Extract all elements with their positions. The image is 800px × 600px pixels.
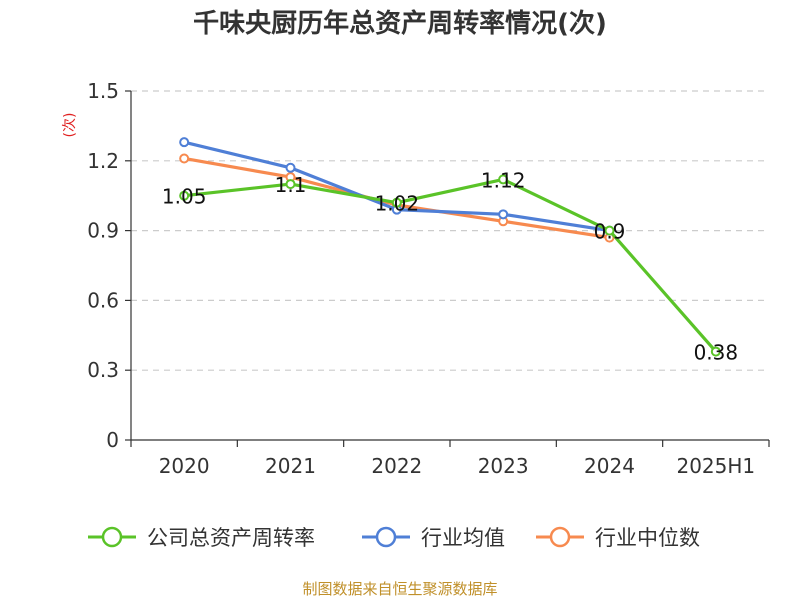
y-axis-label: (次) bbox=[62, 113, 78, 138]
data-point[interactable] bbox=[285, 162, 296, 173]
x-tick-label: 2025H1 bbox=[676, 454, 755, 478]
data-point[interactable] bbox=[179, 190, 190, 201]
data-label: 0.38 bbox=[694, 341, 739, 365]
legend-marker-icon[interactable] bbox=[549, 526, 571, 548]
chart-title: 千味央厨历年总资产周转率情况(次) bbox=[193, 8, 607, 39]
data-point[interactable] bbox=[498, 209, 509, 220]
data-label: 1.12 bbox=[481, 168, 526, 192]
y-tick-label: 0.9 bbox=[87, 219, 119, 243]
y-tick-label: 1.2 bbox=[87, 149, 119, 173]
data-label: 1.02 bbox=[375, 192, 420, 216]
legend-marker-icon[interactable] bbox=[375, 526, 397, 548]
source-note: 制图数据来自恒生聚源数据库 bbox=[302, 580, 497, 598]
data-point[interactable] bbox=[179, 153, 190, 164]
legend[interactable]: 公司总资产周转率 行业均值 行业中位数 bbox=[88, 526, 700, 550]
data-label: 0.9 bbox=[594, 220, 626, 244]
data-point[interactable] bbox=[179, 137, 190, 148]
legend-label[interactable]: 公司总资产周转率 bbox=[147, 526, 315, 550]
x-tick-label: 2024 bbox=[584, 454, 635, 478]
x-tick-label: 2022 bbox=[371, 454, 422, 478]
y-tick-label: 1.5 bbox=[87, 79, 119, 103]
y-tick-label: 0.6 bbox=[87, 288, 119, 312]
data-label: 1.1 bbox=[275, 173, 307, 197]
data-label: 1.05 bbox=[162, 185, 207, 209]
data-point[interactable] bbox=[391, 197, 402, 208]
series-lines bbox=[179, 137, 721, 357]
x-tick-label: 2020 bbox=[159, 454, 210, 478]
x-tick-label: 2021 bbox=[265, 454, 316, 478]
data-point[interactable] bbox=[604, 225, 615, 236]
legend-marker-icon[interactable] bbox=[101, 526, 123, 548]
axes: 1.5 1.2 0.9 0.6 0.3 0 2020 2021 2022 2023 2024 2025… bbox=[87, 79, 770, 478]
data-point[interactable] bbox=[710, 346, 721, 357]
grid bbox=[131, 90, 769, 371]
y-tick-label: 0 bbox=[106, 428, 119, 452]
x-tick-label: 2023 bbox=[478, 454, 529, 478]
legend-label[interactable]: 行业中位数 bbox=[595, 526, 700, 550]
series-line bbox=[183, 177, 718, 353]
data-point[interactable] bbox=[285, 179, 296, 190]
series-line bbox=[183, 140, 610, 233]
data-point[interactable] bbox=[498, 174, 509, 185]
data-labels: 1.05 1.1 1.02 1.12 0.9 0.38 bbox=[162, 168, 738, 364]
y-tick-label: 0.3 bbox=[87, 358, 119, 382]
legend-label[interactable]: 行业均值 bbox=[421, 526, 505, 550]
